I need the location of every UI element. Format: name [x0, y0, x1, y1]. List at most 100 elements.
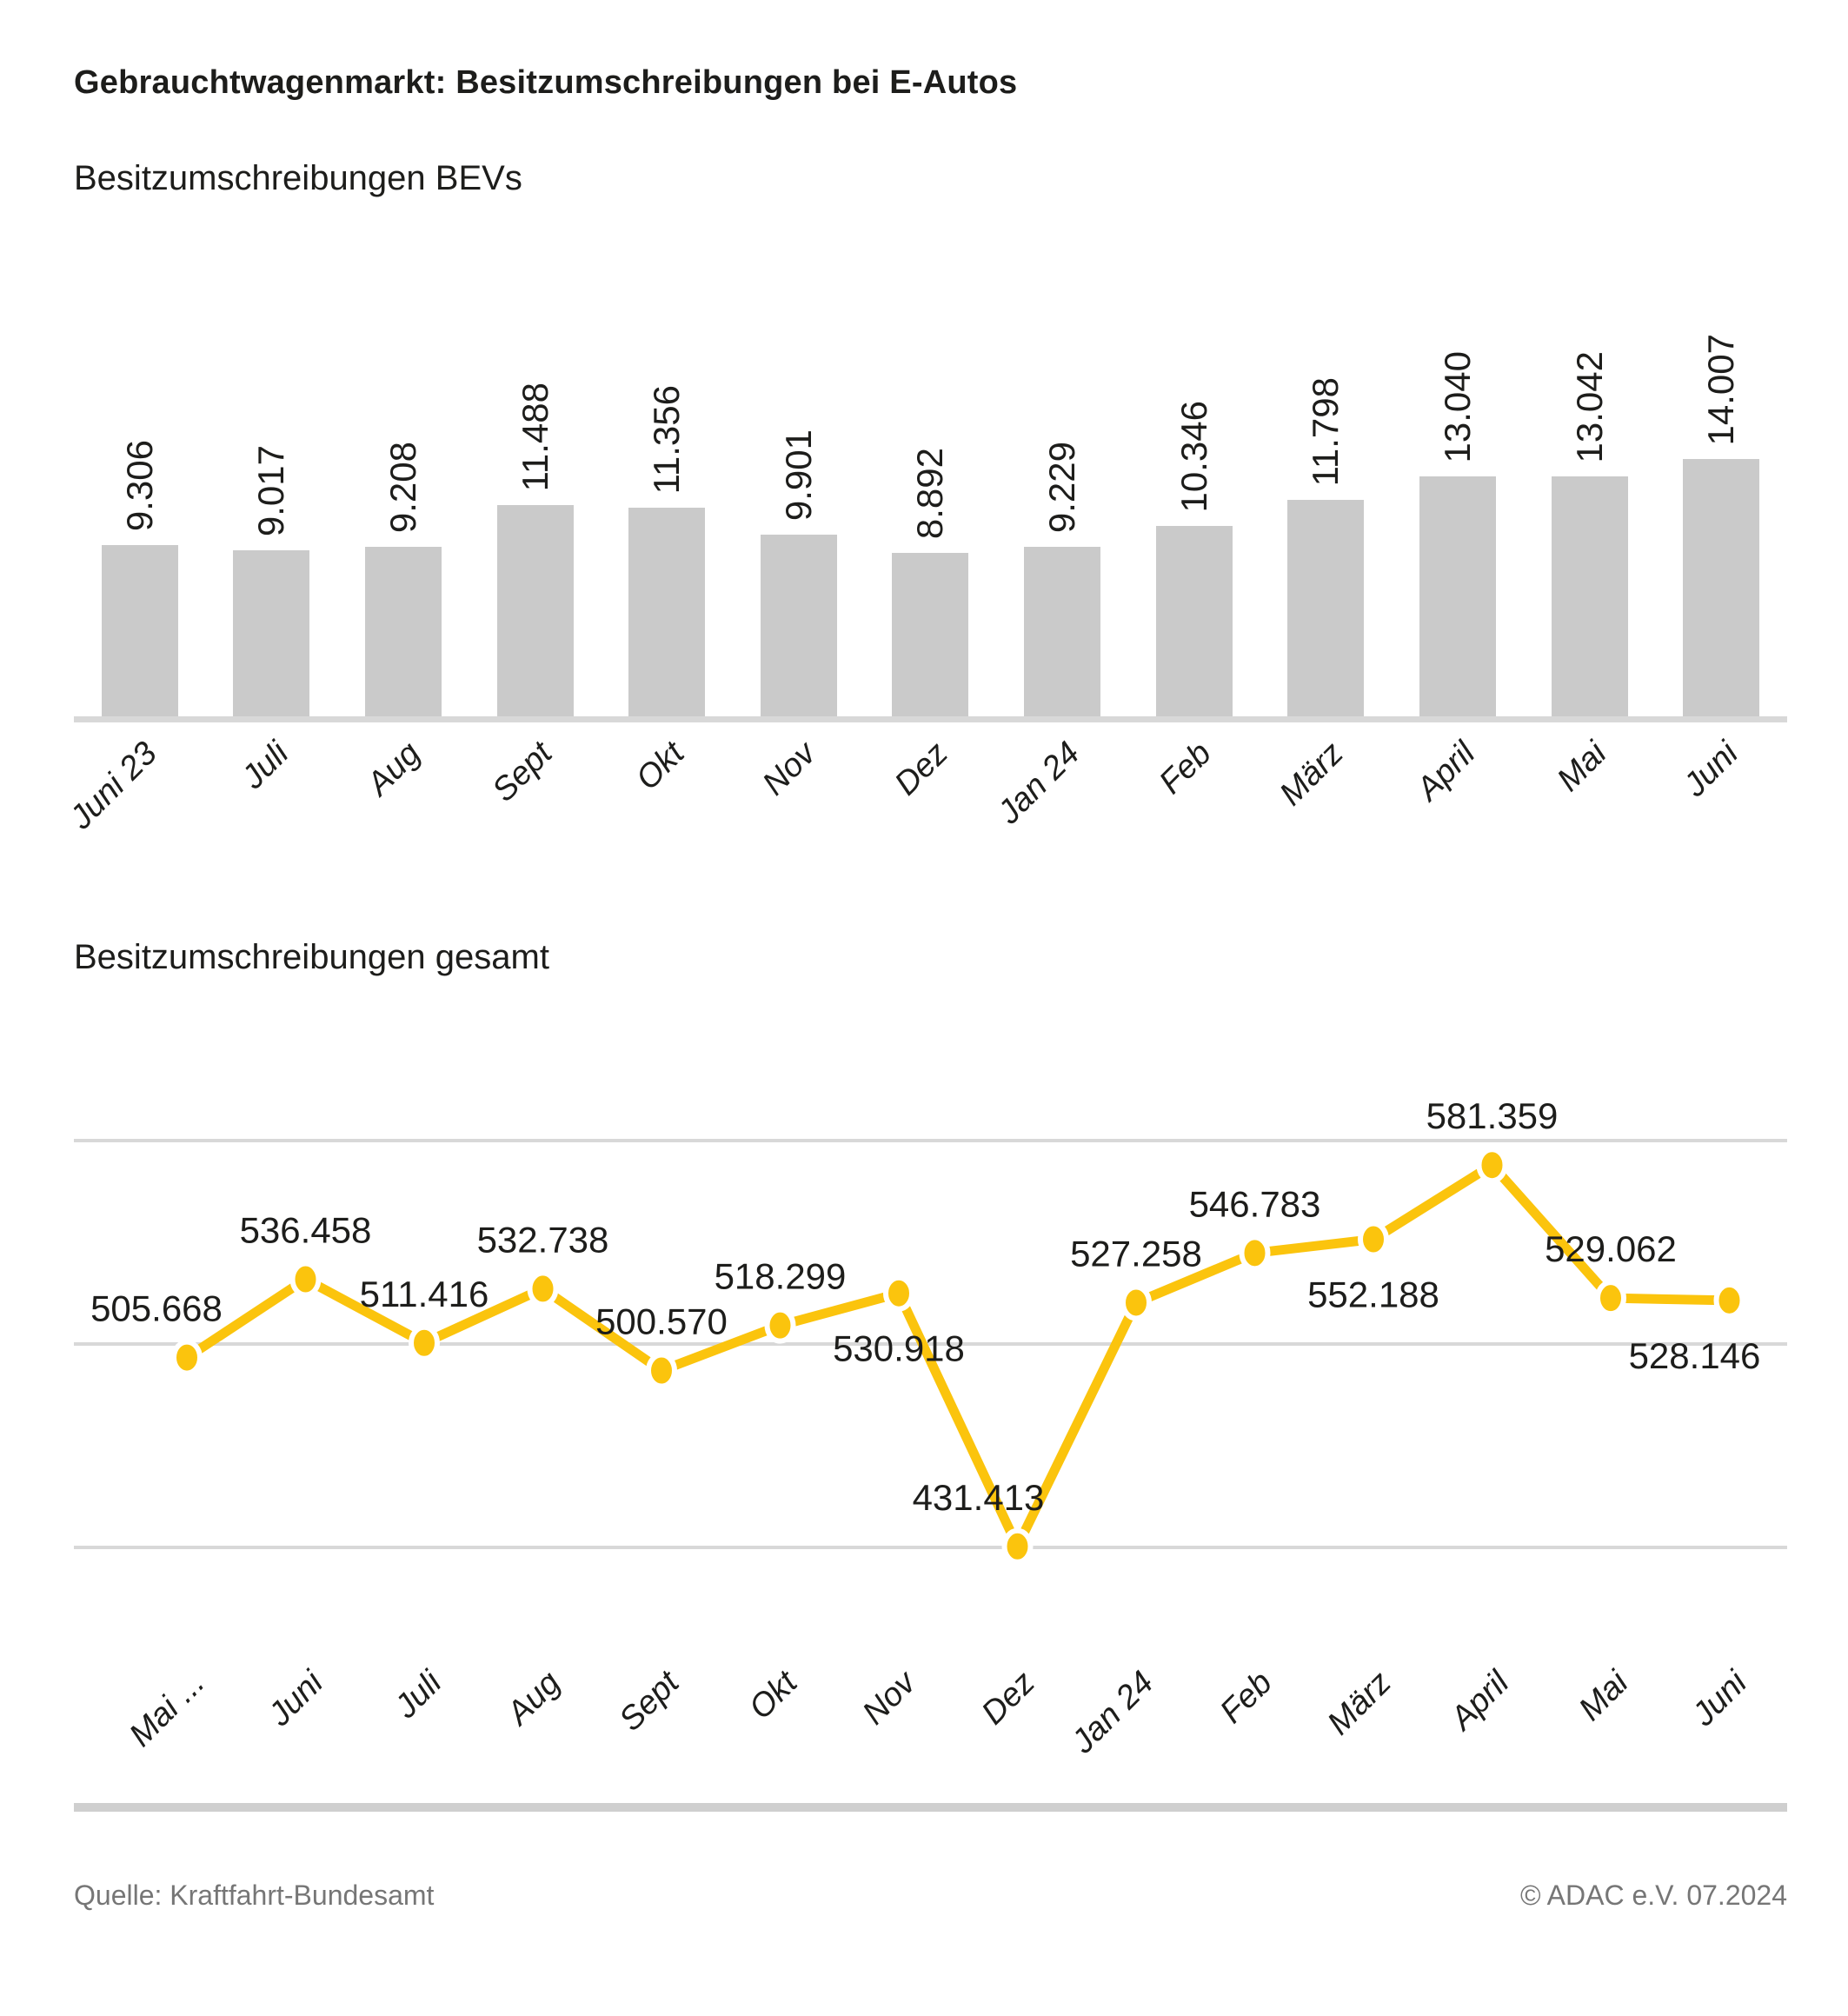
point-value-label: 529.062: [1545, 1228, 1677, 1269]
bar-value-label: 10.346: [1173, 400, 1214, 512]
x-axis-label: Aug: [360, 735, 429, 803]
x-axis-slot: Aug: [337, 722, 469, 855]
x-axis-label: April: [1444, 1664, 1517, 1738]
point-value-label: 528.146: [1629, 1335, 1761, 1376]
bar-chart-section: Besitzumschreibungen BEVs 9.306 9.017 9.20…: [63, 102, 1787, 855]
x-axis-label: Aug: [500, 1664, 568, 1733]
line-chart-svg: 505.668 536.458 511.416 532.738 500.570518.2…: [74, 1095, 1787, 1565]
bar-slot: 11.488: [469, 230, 602, 716]
bar-slot: 13.042: [1524, 230, 1656, 716]
bar-slot: 9.306: [74, 230, 206, 716]
x-axis-label: Jan 24: [1064, 1664, 1161, 1760]
bar: [892, 553, 969, 716]
data-point: [1713, 1281, 1745, 1319]
bar: [496, 505, 574, 716]
bar-chart-title: Besitzumschreibungen BEVs: [74, 159, 522, 197]
bar-slot: 14.007: [1655, 230, 1787, 716]
bar-value-label: 13.042: [1568, 350, 1610, 462]
x-axis-slot: Juni 23: [63, 722, 206, 855]
bar-chart: 9.306 9.017 9.208 11.488 11.356 9.901 8.892 9.2…: [74, 230, 1787, 716]
x-axis-slot: Juni: [1655, 722, 1787, 855]
x-axis-slot: März: [1260, 722, 1392, 855]
point-value-label: 552.188: [1307, 1274, 1439, 1315]
x-axis-label: Jan 24: [990, 735, 1087, 831]
x-axis-label: Dez: [887, 735, 955, 803]
x-axis-label: Nov: [855, 1664, 924, 1733]
x-axis-slot: Feb: [1128, 722, 1260, 855]
line-chart-x-axis: Mai ... Juni Juli Aug Sept Okt Nov Dez Jan 24 Feb…: [74, 1653, 1787, 1782]
bar-slot: 9.229: [996, 230, 1128, 716]
bar-slot: 9.208: [337, 230, 469, 716]
bar-value-label: 14.007: [1700, 333, 1742, 445]
x-axis-label: März: [1320, 1664, 1399, 1743]
bar: [1287, 500, 1365, 716]
bar-value-label: 9.306: [118, 439, 160, 531]
bar: [365, 547, 442, 716]
x-axis-label: Juni: [1677, 735, 1746, 804]
x-axis-label: Feb: [1213, 1664, 1280, 1731]
bar: [1551, 476, 1628, 716]
x-axis-label: Juni: [1685, 1664, 1754, 1733]
x-axis-label: April: [1409, 735, 1483, 808]
point-value-label: 546.783: [1189, 1183, 1321, 1224]
line-series: [183, 1160, 1730, 1552]
data-point: [171, 1339, 203, 1376]
x-axis-slot: Mai: [1524, 722, 1656, 855]
x-axis-label: Dez: [974, 1664, 1042, 1733]
x-axis-label: Mai: [1572, 1664, 1636, 1728]
bar-slot: 10.346: [1128, 230, 1260, 716]
footer: Quelle: Kraftfahrt-Bundesamt © ADAC e.V.…: [74, 1880, 1787, 1912]
x-axis-slot: Juli: [206, 722, 338, 855]
bar: [760, 535, 837, 716]
x-axis-label: Juli: [388, 1664, 449, 1726]
point-value-label: 500.570: [595, 1301, 728, 1342]
x-axis-slot: Nov: [733, 722, 865, 855]
line-chart-title: Besitzumschreibungen gesamt: [74, 938, 549, 976]
bar-value-label: 11.798: [1305, 376, 1346, 486]
point-value-label: 536.458: [240, 1210, 372, 1251]
copyright-label: © ADAC e.V. 07.2024: [1519, 1880, 1787, 1911]
x-axis-slot: Dez: [865, 722, 997, 855]
data-point: [1001, 1527, 1034, 1565]
data-point: [527, 1270, 559, 1307]
point-value-label: 527.258: [1070, 1233, 1202, 1274]
x-axis-label: Juli: [235, 735, 296, 796]
point-value-label: 431.413: [913, 1477, 1045, 1518]
bar-slot: 11.356: [601, 230, 733, 716]
bar: [1155, 526, 1233, 716]
x-axis-slot: April: [1392, 722, 1524, 855]
bar-value-label: 9.208: [382, 441, 424, 533]
line-chart-section: Besitzumschreibungen gesamt 505.668 536.4…: [74, 855, 1787, 1782]
data-point: [1358, 1221, 1389, 1258]
source-label: Quelle: Kraftfahrt-Bundesamt: [74, 1880, 435, 1911]
bar: [101, 545, 178, 716]
point-value-label: 511.416: [360, 1274, 489, 1314]
x-axis-slot: Sept: [469, 722, 602, 855]
bar-value-label: 11.356: [646, 384, 688, 494]
bar-value-label: 9.229: [1041, 441, 1083, 533]
x-axis-label: Okt: [742, 1664, 805, 1727]
point-value-label: 530.918: [833, 1328, 965, 1369]
bar-value-label: 11.488: [514, 382, 555, 491]
bar-slot: 13.040: [1392, 230, 1524, 716]
x-axis-label: Sept: [612, 1664, 687, 1739]
x-axis-label: Feb: [1152, 735, 1219, 802]
bar: [628, 508, 706, 716]
bar-chart-baseline: [74, 716, 1787, 722]
x-axis-slot: Okt: [601, 722, 733, 855]
x-axis-label: Mai: [1550, 735, 1614, 799]
data-point: [1239, 1234, 1271, 1272]
bar-slot: 9.017: [206, 230, 338, 716]
data-point: [646, 1352, 677, 1389]
x-axis-label: Okt: [629, 735, 692, 798]
page-title: Gebrauchtwagenmarkt: Besitzumschreibunge…: [74, 64, 1018, 101]
bar-value-label: 9.017: [250, 444, 292, 536]
point-value-label: 581.359: [1426, 1095, 1559, 1136]
x-axis-label: Sept: [485, 735, 560, 809]
x-axis-slot: Jan 24: [991, 722, 1128, 855]
x-axis-label: Juni 23: [63, 735, 165, 836]
bar-value-label: 9.901: [777, 429, 819, 521]
point-value-label: 518.299: [715, 1256, 847, 1297]
point-value-label: 532.738: [477, 1219, 609, 1260]
bar-slot: 11.798: [1260, 230, 1392, 716]
